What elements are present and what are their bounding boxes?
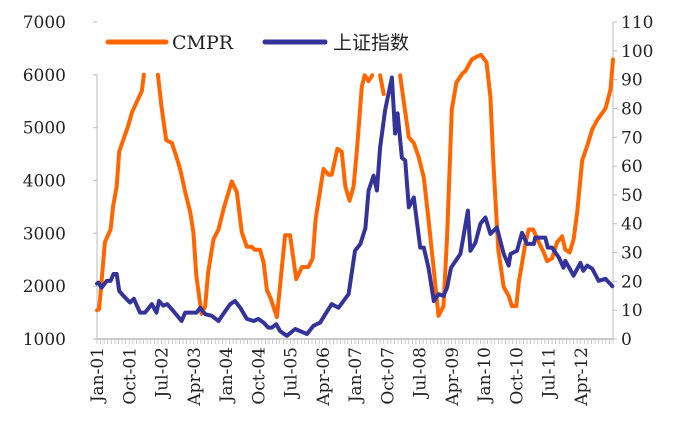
legend-label-cmpr: CMPR [172, 32, 234, 54]
x-tick-label: Apr-12 [572, 347, 592, 407]
right-tick-label: 40 [621, 215, 643, 235]
right-tick-label: 10 [621, 301, 643, 321]
right-tick-label: 90 [621, 71, 643, 91]
left-tick-label: 1000 [23, 330, 66, 350]
right-tick-label: 20 [621, 272, 643, 292]
series-group [95, 52, 615, 338]
legend-label-shanghai-index: 上证指数 [333, 32, 409, 54]
x-tick-label: Apr-09 [443, 347, 463, 407]
right-tick-label: 110 [621, 13, 653, 33]
x-tick-label: Jan-07 [346, 347, 366, 404]
cmpr-series-line [95, 72, 146, 313]
right-tick-label: 80 [621, 99, 643, 119]
cmpr-series-line [155, 72, 375, 320]
shanghai-index-series-line [95, 75, 615, 338]
right-tick-label: 100 [621, 42, 653, 62]
cmpr-series-line [398, 52, 615, 318]
left-tick-label: 7000 [23, 13, 66, 33]
left-tick-label: 5000 [23, 119, 66, 139]
right-tick-label: 0 [621, 330, 632, 350]
left-tick-label: 4000 [23, 172, 66, 192]
left-tick-label: 3000 [23, 224, 66, 244]
x-tick-label: Oct-07 [378, 347, 398, 405]
cmpr-series-line [378, 73, 386, 96]
x-tick-label: Jul-11 [540, 347, 560, 400]
x-tick-label: Jul-05 [282, 347, 302, 400]
x-tick-label: Apr-03 [185, 347, 205, 407]
right-tick-label: 50 [621, 186, 643, 206]
x-tick-label: Jan-01 [88, 347, 108, 404]
x-tick-label: Jul-02 [153, 347, 173, 400]
right-tick-label: 60 [621, 157, 643, 177]
x-tick-label: Jan-04 [217, 347, 237, 404]
axes: 1000 2000 3000 4000 5000 6000 7000 0 10 20 30 40 50 6… [23, 13, 654, 407]
left-tick-label: 6000 [23, 66, 66, 86]
x-tick-label: Jan-10 [475, 347, 495, 404]
x-tick-label: Oct-10 [507, 347, 527, 405]
left-tick-label: 2000 [23, 277, 66, 297]
right-tick-label: 30 [621, 244, 643, 264]
x-tick-label: Oct-04 [249, 347, 269, 405]
legend: CMPR 上证指数 [105, 32, 409, 54]
x-tick-label: Oct-01 [120, 347, 140, 405]
x-tick-label: Jul-08 [411, 347, 431, 400]
x-tick-label: Apr-06 [314, 347, 334, 407]
right-tick-label: 70 [621, 128, 643, 148]
